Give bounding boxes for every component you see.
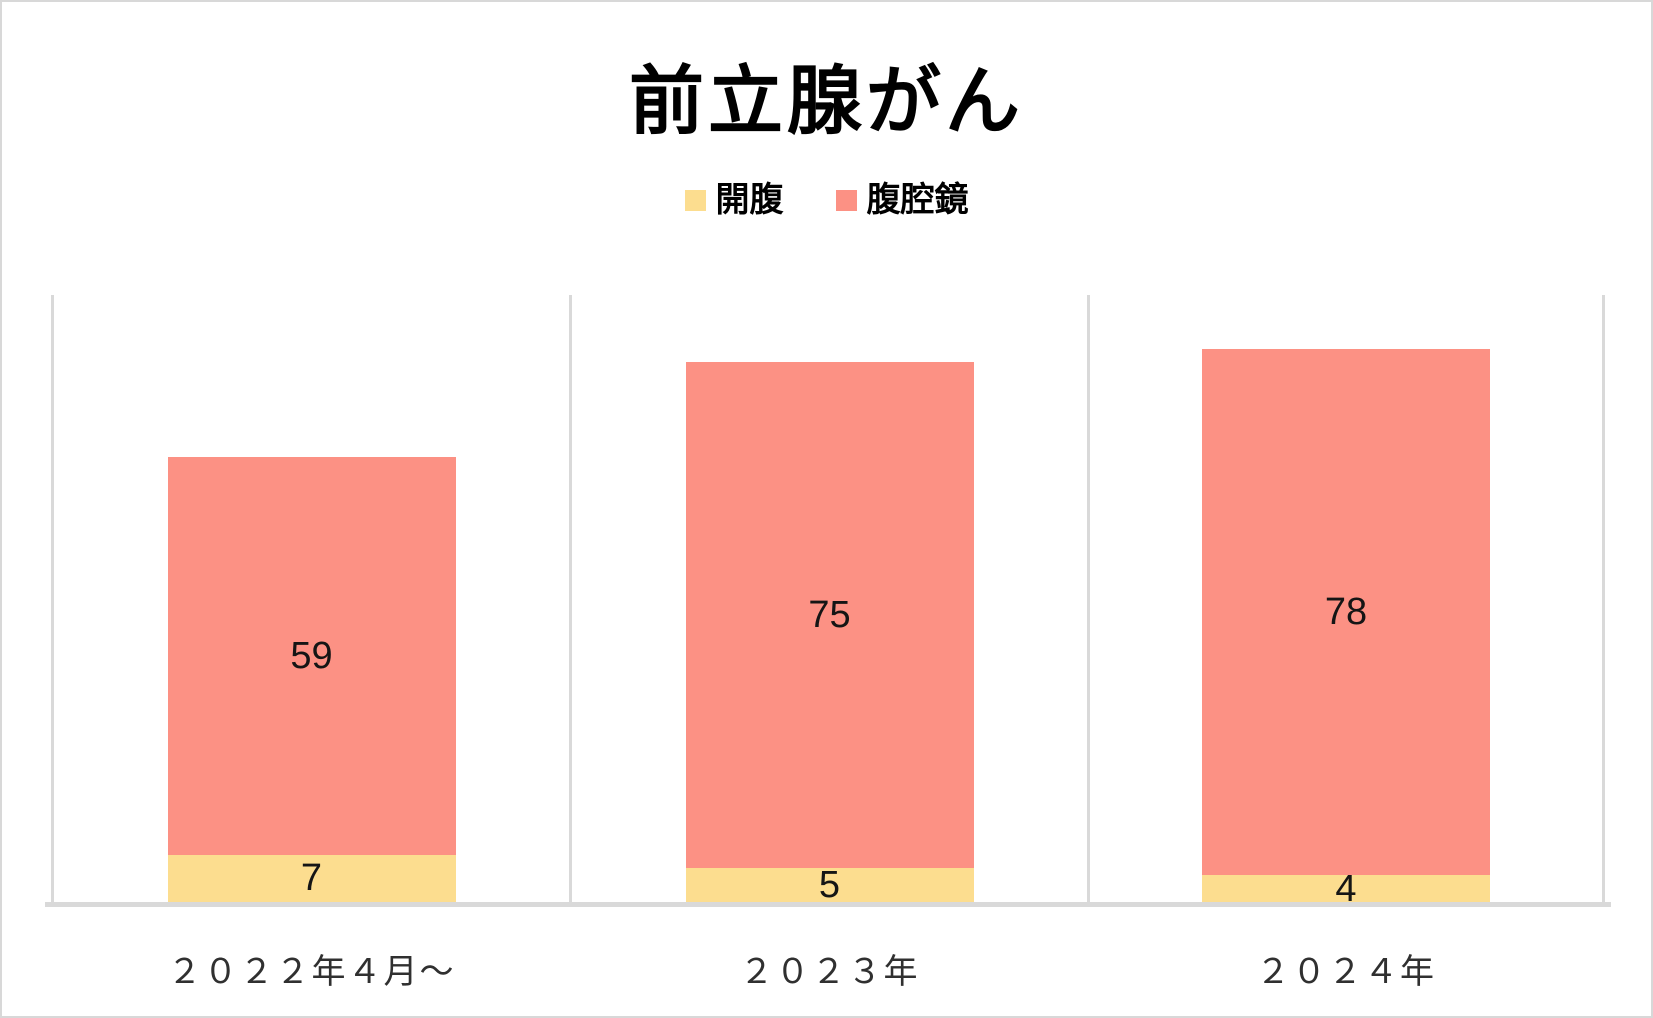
stacked-bar-2: 4 78 [1202, 348, 1490, 908]
legend-label: 開腹 [715, 181, 784, 219]
legend-swatch-icon [835, 189, 857, 211]
bar-segment-open-surgery: 5 [685, 864, 974, 907]
plot-area: 7 59 ２０２２年４月～ 5 75 ２０２３年 4 78 ２０２４年 [45, 295, 1611, 991]
x-axis-line [45, 902, 1611, 907]
legend-label: 腹腔鏡 [866, 181, 969, 219]
bar-segment-open-surgery: 7 [167, 854, 456, 902]
legend-item-1: 腹腔鏡 [835, 181, 969, 219]
segment-value-label: 5 [818, 864, 841, 907]
bar-segment-laparoscopy: 75 [685, 362, 974, 869]
chart-title: 前立腺がん [628, 59, 1024, 143]
stacked-bar-0: 7 59 [167, 456, 456, 902]
category-panel-1: 5 75 ２０２３年 [569, 295, 1087, 991]
bar-segment-open-surgery: 4 [1202, 870, 1490, 908]
segment-value-label: 78 [1324, 591, 1368, 633]
category-panel-2: 4 78 ２０２４年 [1087, 295, 1605, 991]
legend-swatch-icon [684, 189, 706, 211]
segment-value-label: 59 [290, 634, 333, 677]
segment-value-label: 7 [300, 857, 323, 900]
x-axis-category-label: ２０２３年 [739, 953, 920, 991]
bar-segment-laparoscopy: 78 [1202, 348, 1490, 876]
chart-legend: 開腹 腹腔鏡 [2, 183, 1651, 217]
category-panel-0: 7 59 ２０２２年４月～ [51, 295, 569, 991]
x-axis-category-label: ２０２２年４月～ [167, 953, 456, 991]
x-axis-category-label: ２０２４年 [1256, 953, 1436, 991]
segment-value-label: 75 [808, 594, 851, 637]
stacked-bar-1: 5 75 [685, 362, 974, 907]
legend-item-0: 開腹 [684, 181, 784, 219]
segment-value-label: 4 [1335, 867, 1357, 910]
bar-segment-laparoscopy: 59 [167, 456, 456, 855]
